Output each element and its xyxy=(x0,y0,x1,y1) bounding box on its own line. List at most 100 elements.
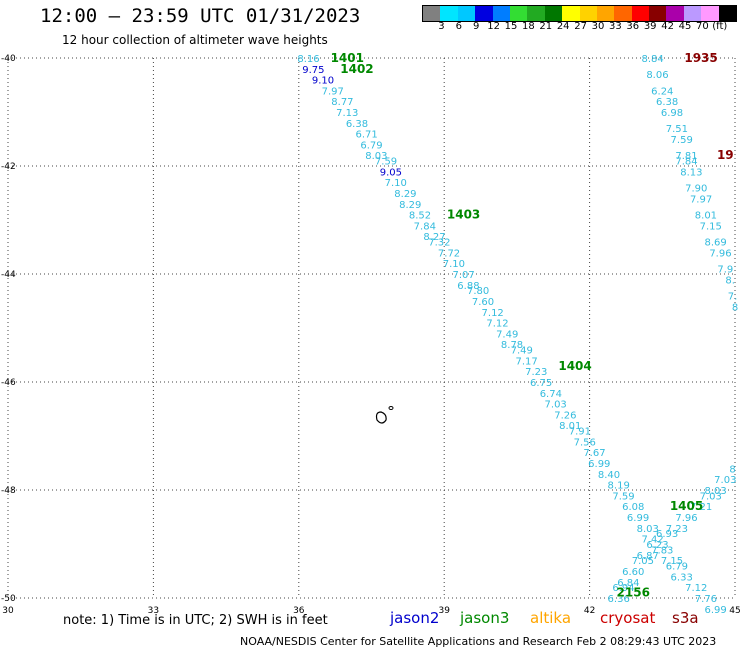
time-label: 1401 xyxy=(331,51,364,65)
swh-value: 7.07 xyxy=(452,270,474,281)
satellite-legend-s3a: s3a xyxy=(672,609,699,627)
swh-value: 7.80 xyxy=(467,286,489,297)
swh-value: 8.52 xyxy=(409,211,431,222)
swh-value: 8.06 xyxy=(646,70,668,81)
color-scale-label: 33 xyxy=(609,21,622,32)
lat-tick-label: -46 xyxy=(1,378,16,388)
swh-value: 7.32 xyxy=(428,238,450,249)
swh-value: 6.94 xyxy=(612,583,634,594)
color-scale-label: 6 xyxy=(455,21,462,32)
swh-value: 7.05 xyxy=(632,556,654,567)
time-label: 2156 xyxy=(617,586,650,600)
swh-value: 7.97 xyxy=(690,194,712,205)
swh-value: 7.10 xyxy=(443,259,465,270)
swh-value: 6.98 xyxy=(661,108,683,119)
swh-value: 6.88 xyxy=(457,281,479,292)
satellite-legend-jason3: jason3 xyxy=(460,609,510,627)
color-scale-label: 12 xyxy=(487,21,500,32)
swh-value: 7.10 xyxy=(385,178,407,189)
lon-tick-label: 30 xyxy=(2,606,14,616)
swh-value: 7.59 xyxy=(671,135,693,146)
swh-value: 7.03 xyxy=(545,400,567,411)
swh-value: 6.84 xyxy=(617,578,639,589)
swh-value: 8.29 xyxy=(394,189,416,200)
color-swatch xyxy=(579,6,597,21)
time-label: 1405 xyxy=(670,499,703,513)
color-scale-label: 36 xyxy=(626,21,640,32)
color-scale-label: 39 xyxy=(643,21,657,32)
swh-value: 8.13 xyxy=(680,167,702,178)
swh-value: 7.03 xyxy=(700,491,722,502)
lat-tick-label: -42 xyxy=(1,162,16,172)
color-swatch xyxy=(683,6,702,21)
swh-value: 6.99 xyxy=(588,459,610,470)
color-swatch xyxy=(649,6,667,21)
color-swatch xyxy=(440,6,458,21)
swh-value: 7.51 xyxy=(666,124,688,135)
swh-value: 6.74 xyxy=(540,389,562,400)
color-scale-label: 18 xyxy=(522,21,535,32)
map-title: 12:00 — 23:59 UTC 01/31/2023 xyxy=(40,5,361,27)
satellite-legend-jason2: jason2 xyxy=(390,609,440,627)
lon-tick-label: 42 xyxy=(584,606,595,616)
swh-value: 7.12 xyxy=(482,308,504,319)
lon-tick-label: 36 xyxy=(293,606,305,616)
swh-value: 7.9 xyxy=(717,265,733,276)
footnote: note: 1) Time is in UTC; 2) SWH is in fe… xyxy=(63,613,328,628)
swh-value: 7.96 xyxy=(709,248,731,259)
swh-value: 8.03 xyxy=(704,486,726,497)
time-label: 1402 xyxy=(340,62,373,76)
color-swatch xyxy=(614,6,632,21)
time-label: 1404 xyxy=(558,359,591,373)
swh-value: 6.36 xyxy=(608,594,630,605)
credit-footer: NOAA/NESDIS Center for Satellite Applica… xyxy=(240,635,717,648)
color-scale-label: 21 xyxy=(539,21,553,32)
swh-value: 8.78 xyxy=(501,340,523,351)
swh-value: 8 xyxy=(732,302,738,313)
swh-value: 7.15 xyxy=(661,556,683,567)
swh-value: 6.99 xyxy=(627,513,649,524)
lon-tick-label: 45 xyxy=(729,606,740,616)
color-swatch xyxy=(509,6,528,21)
swh-value: 8.16 xyxy=(297,54,319,65)
color-scale-label: 42 xyxy=(661,21,674,32)
swh-value: 8.27 xyxy=(423,232,445,243)
swh-value: 7.81 xyxy=(675,151,697,162)
swh-value: 8. xyxy=(725,275,735,286)
color-scale-label: 30 xyxy=(591,21,605,32)
swh-value: 8.77 xyxy=(331,97,353,108)
swh-value: 7.56 xyxy=(574,437,596,448)
swh-value: 7.12 xyxy=(685,583,707,594)
swh-value: 7.84 xyxy=(675,157,697,168)
swh-value: 7.67 xyxy=(583,448,605,459)
time-label: 19 xyxy=(717,148,734,162)
swh-value: 6.33 xyxy=(671,572,693,583)
swh-value: 7.60 xyxy=(472,297,494,308)
swh-value: 6.75 xyxy=(530,378,552,389)
swh-value: 7.97 xyxy=(322,86,344,97)
swh-value: 6.60 xyxy=(622,567,644,578)
satellite-legend-altika: altika xyxy=(530,609,572,627)
swh-value: 7.59 xyxy=(612,491,634,502)
swh-value: 7.23 xyxy=(666,524,688,535)
color-swatch xyxy=(423,6,441,21)
color-scale-label: (ft) xyxy=(712,21,728,32)
color-scale-label: 9 xyxy=(473,21,480,32)
swh-value: 7.72 xyxy=(438,248,460,259)
color-swatch xyxy=(544,6,563,21)
swh-value: 6.93 xyxy=(656,529,678,540)
swh-value: 7.91 xyxy=(569,427,591,438)
swh-value: 7.76 xyxy=(695,594,717,605)
swh-value: 6.38 xyxy=(346,119,368,130)
lon-tick-label: 39 xyxy=(438,606,450,616)
swh-value: 6.23 xyxy=(646,540,668,551)
swh-value: 7.23 xyxy=(525,367,547,378)
satellite-legend-cryosat: cryosat xyxy=(600,609,656,627)
swh-value: 8.69 xyxy=(704,238,726,249)
color-scale-label: 24 xyxy=(556,21,570,32)
lat-tick-label: -48 xyxy=(1,486,16,496)
swh-value: 7.49 xyxy=(511,346,533,357)
swh-value: 6.79 xyxy=(360,140,382,151)
swh-value: 6.08 xyxy=(622,502,644,513)
